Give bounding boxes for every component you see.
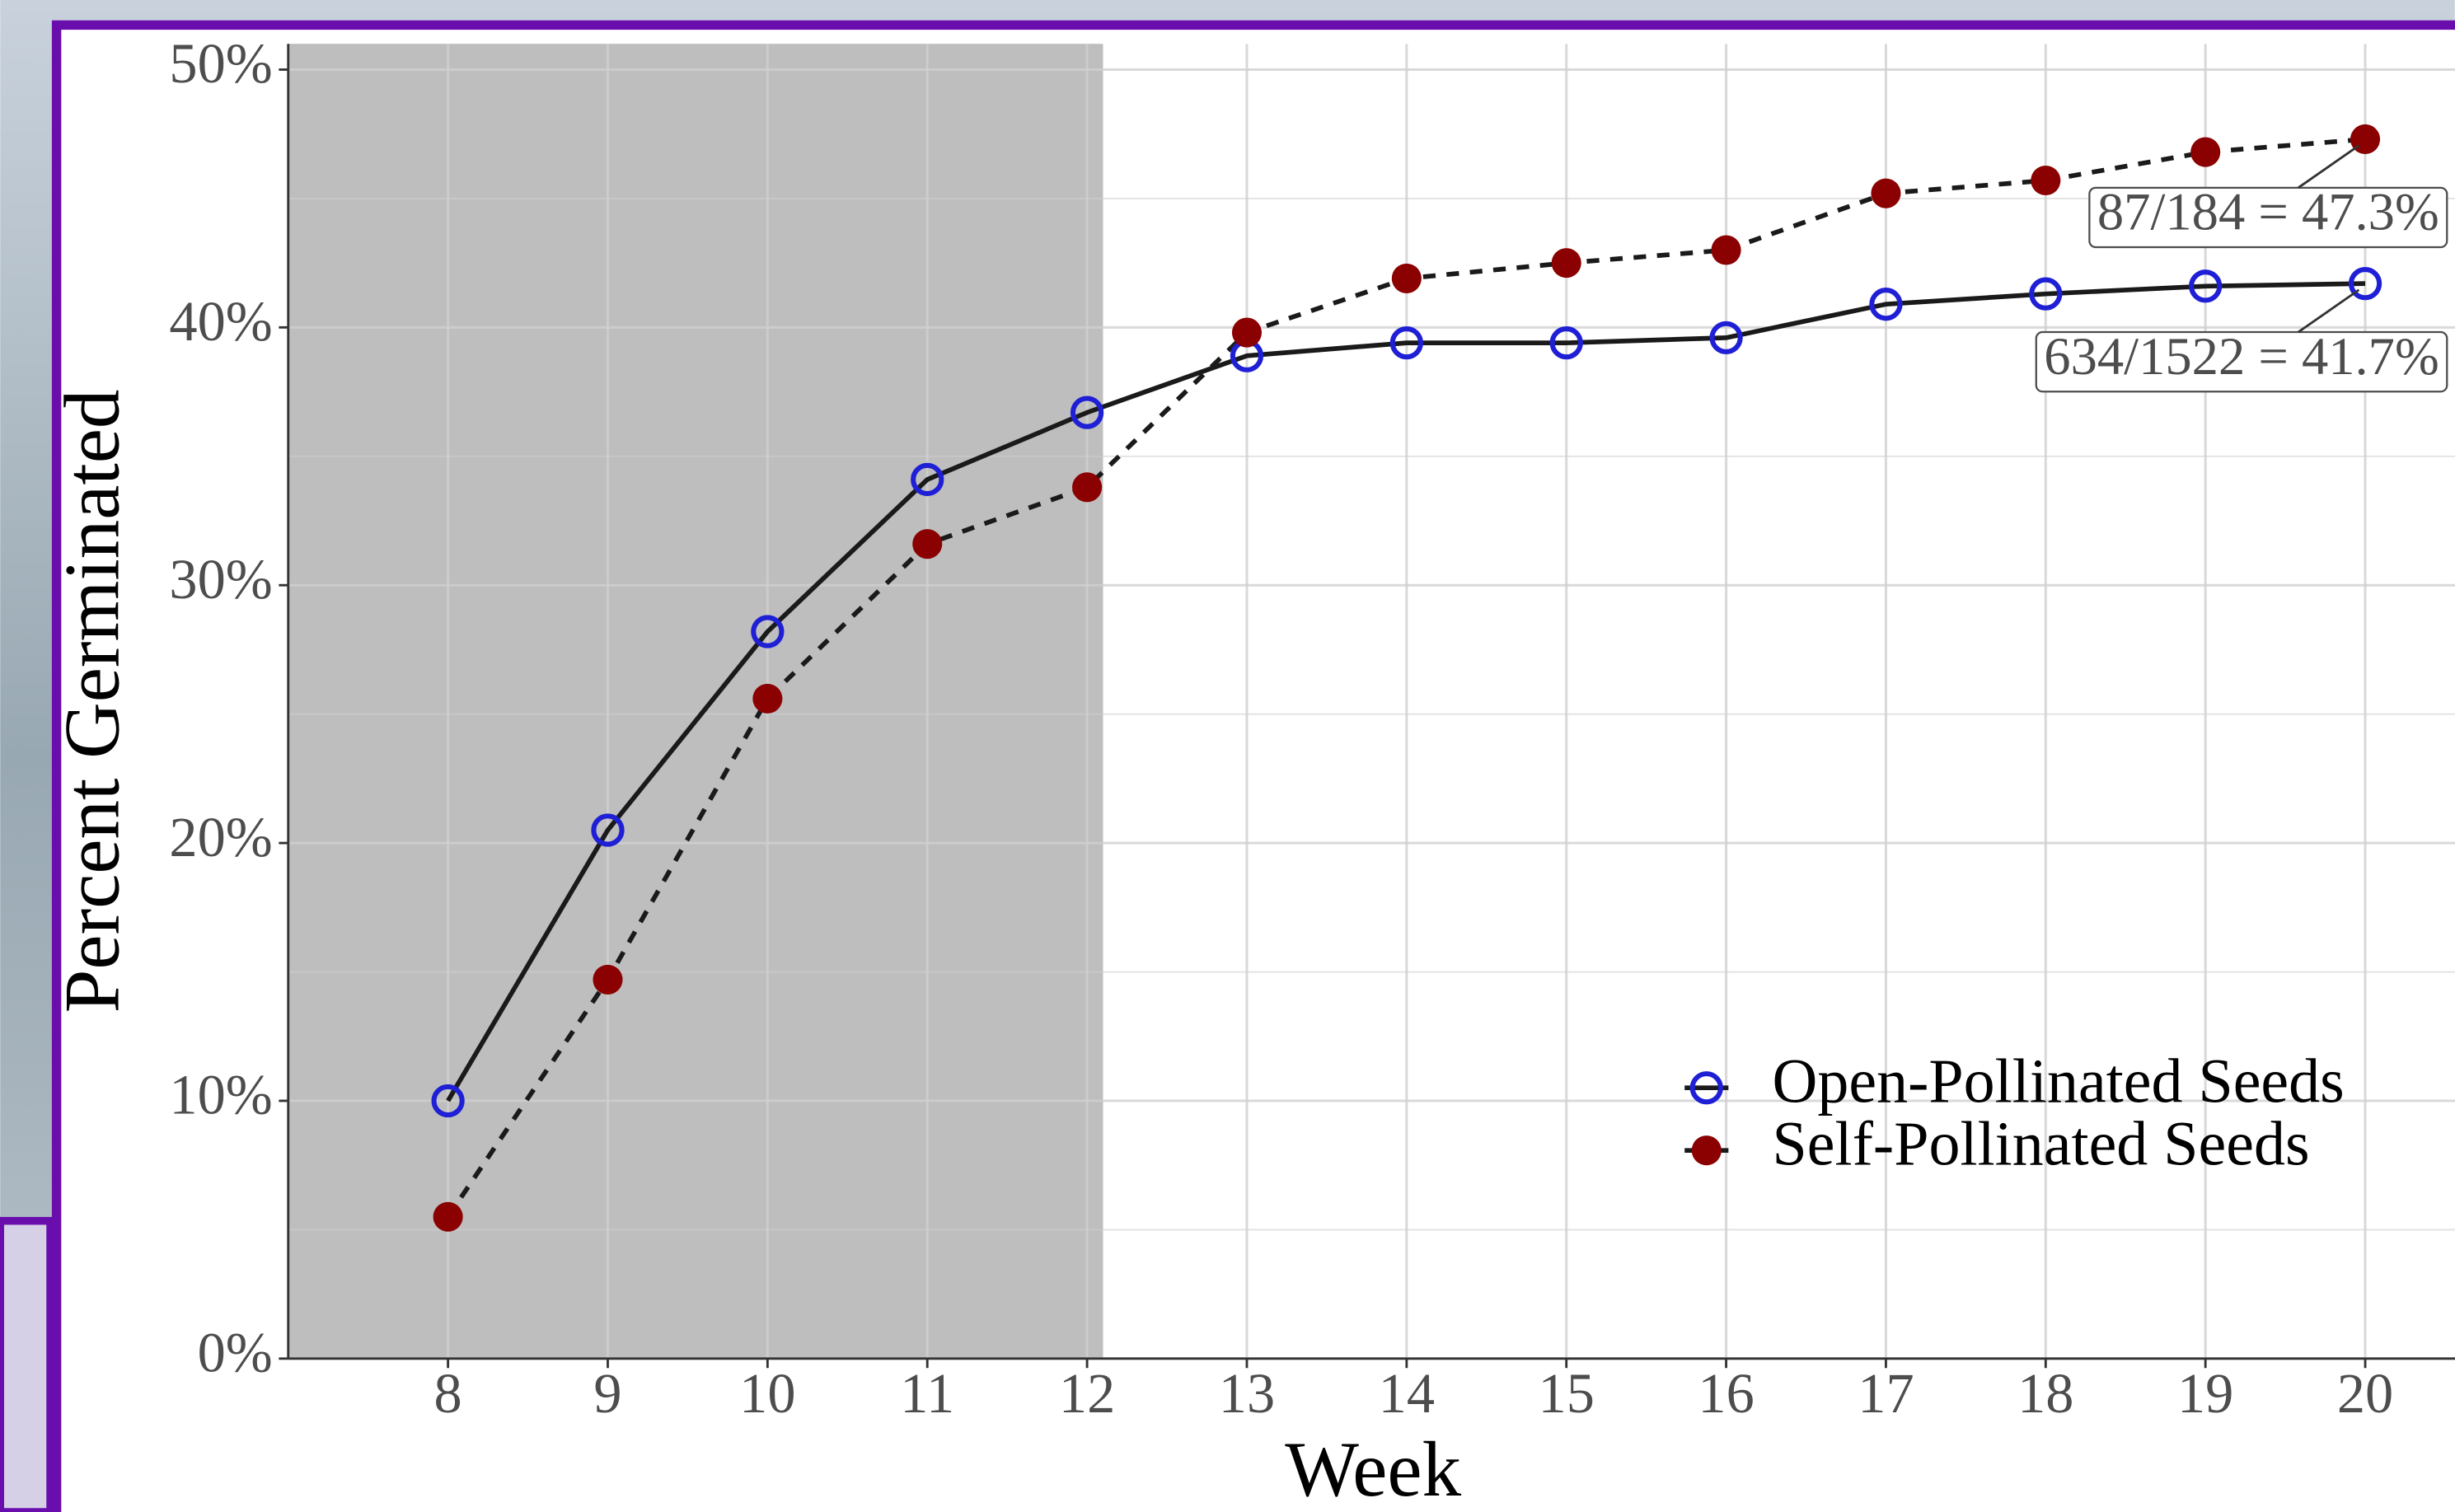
- x-tick-label: 14: [1379, 1362, 1435, 1425]
- data-point: [912, 529, 942, 559]
- x-tick-label: 11: [900, 1362, 954, 1425]
- chart: Week Percent Germinated 0% 10% 20% 30% 40% 50…: [0, 0, 2455, 1512]
- x-tick-label: 10: [739, 1362, 795, 1425]
- legend-label: Open-Pollinated Seeds: [1773, 1047, 2345, 1116]
- x-tick-label: 19: [2177, 1362, 2233, 1425]
- x-tick-label: 12: [1059, 1362, 1115, 1425]
- x-tick-label: 9: [593, 1362, 621, 1425]
- x-tick-label: 15: [1539, 1362, 1595, 1425]
- data-point: [1871, 179, 1900, 208]
- y-tick-label: 40%: [169, 290, 272, 353]
- x-tick-label: 16: [1698, 1362, 1754, 1425]
- data-point: [1232, 318, 1262, 348]
- x-tick-label: 17: [1858, 1362, 1914, 1425]
- y-tick-label: 0%: [198, 1322, 273, 1384]
- page: {"chart_data": { "type": "line", "x_labe…: [0, 0, 2455, 1512]
- data-point: [1072, 472, 1102, 502]
- data-point: [593, 965, 622, 995]
- side-panel: [0, 1221, 50, 1512]
- y-axis-title: Percent Germinated: [49, 390, 136, 1013]
- y-tick-label: 20%: [169, 806, 272, 868]
- data-point: [2190, 138, 2220, 167]
- data-point: [433, 1202, 463, 1232]
- shaded-region: [288, 44, 1103, 1359]
- data-point: [1392, 264, 1422, 293]
- x-tick-label: 20: [2337, 1362, 2393, 1425]
- data-point: [2031, 166, 2060, 195]
- y-tick-label: 30%: [169, 548, 272, 611]
- data-point: [1552, 248, 1581, 278]
- data-point: [1712, 235, 1741, 264]
- x-axis-title: Week: [1285, 1425, 1461, 1512]
- x-tick-label: 13: [1219, 1362, 1275, 1425]
- legend-marker: [1692, 1135, 1722, 1165]
- y-tick-label: 50%: [169, 32, 272, 95]
- annotation-text: 634/1522 = 41.7%: [2044, 326, 2439, 386]
- legend-label: Self-Pollinated Seeds: [1773, 1110, 2310, 1179]
- data-point: [752, 684, 782, 714]
- x-tick-label: 18: [2017, 1362, 2073, 1425]
- y-tick-label: 10%: [169, 1064, 272, 1126]
- x-tick-label: 8: [434, 1362, 462, 1425]
- annotation-text: 87/184 = 47.3%: [2097, 182, 2439, 241]
